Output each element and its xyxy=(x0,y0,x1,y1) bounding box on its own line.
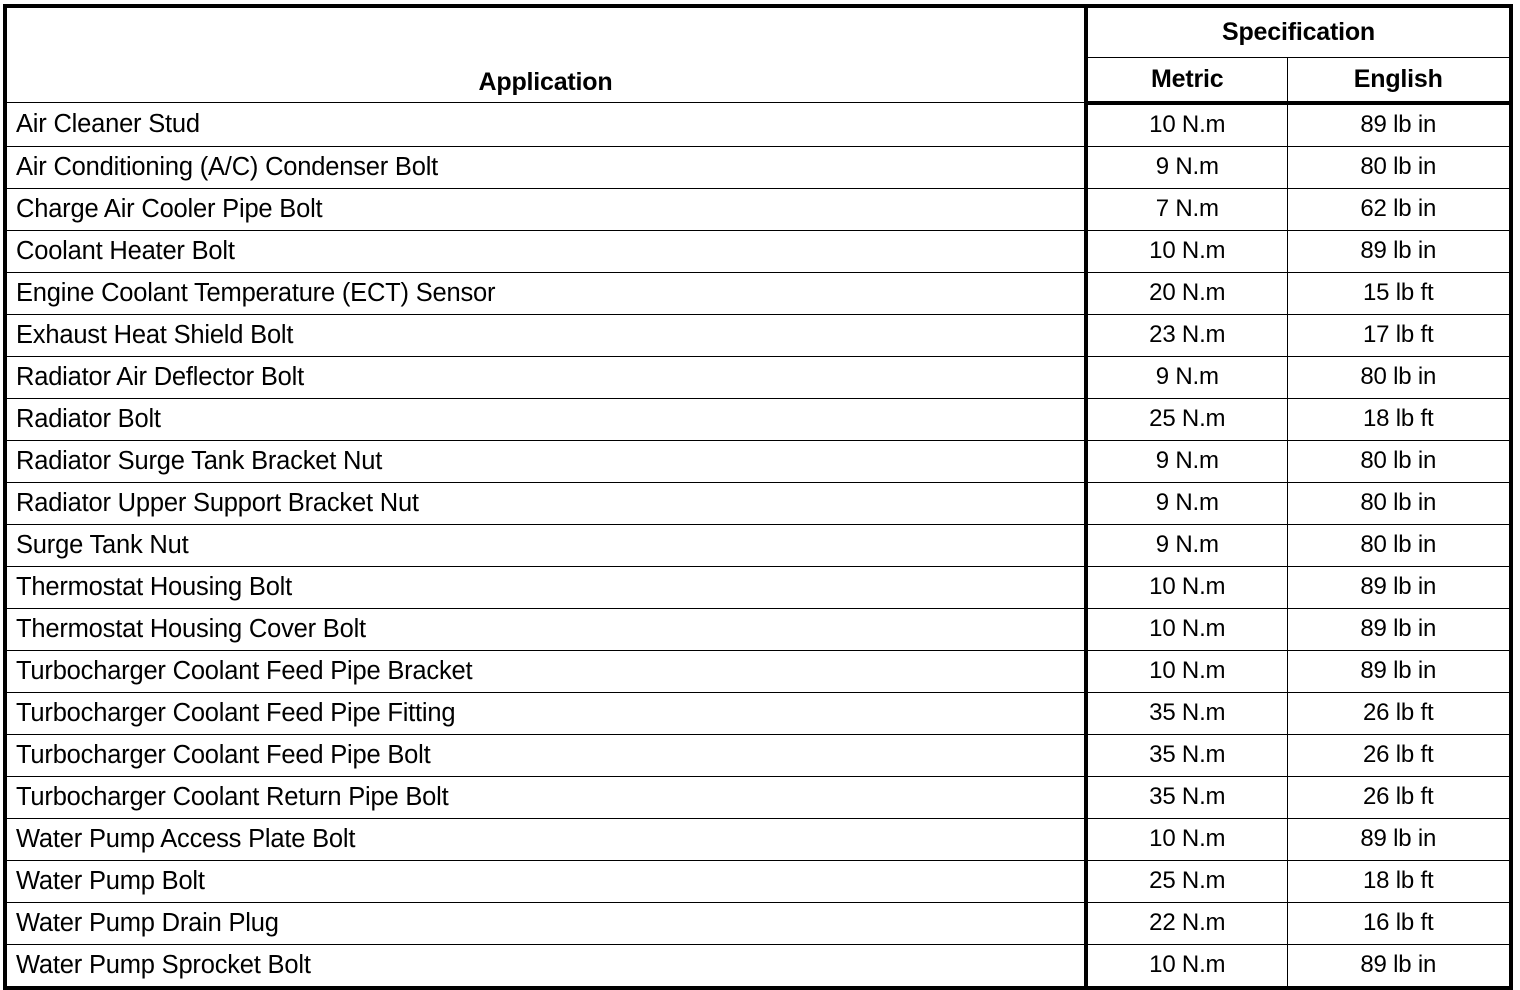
table-row: Turbocharger Coolant Feed Pipe Bracket 10… xyxy=(3,649,1513,693)
cell-metric: 10 N.m xyxy=(1085,649,1288,693)
cell-english: 18 lb ft xyxy=(1286,859,1513,903)
header-row-group: Application Specification xyxy=(3,3,1513,103)
table-row: Radiator Upper Support Bracket Nut 9 N.m 8… xyxy=(3,481,1513,525)
cell-metric: 10 N.m xyxy=(1085,102,1288,147)
cell-metric: 22 N.m xyxy=(1085,901,1288,945)
cell-english: 89 lb in xyxy=(1286,817,1513,861)
cell-application: Coolant Heater Bolt xyxy=(3,229,1088,273)
cell-english: 18 lb ft xyxy=(1286,397,1513,441)
cell-application: Thermostat Housing Bolt xyxy=(3,565,1088,609)
table-row: Radiator Surge Tank Bracket Nut 9 N.m 80 l… xyxy=(3,439,1513,483)
column-header-specification: Specification xyxy=(1085,3,1513,58)
cell-application: Engine Coolant Temperature (ECT) Sensor xyxy=(3,271,1088,315)
cell-english: 89 lb in xyxy=(1286,102,1513,147)
cell-metric: 23 N.m xyxy=(1085,313,1288,357)
cell-application: Radiator Upper Support Bracket Nut xyxy=(3,481,1088,525)
cell-application: Turbocharger Coolant Feed Pipe Fitting xyxy=(3,691,1088,735)
cell-english: 89 lb in xyxy=(1286,649,1513,693)
cell-metric: 10 N.m xyxy=(1085,943,1288,990)
cell-english: 26 lb ft xyxy=(1286,691,1513,735)
cell-metric: 10 N.m xyxy=(1085,229,1288,273)
cell-metric: 10 N.m xyxy=(1085,817,1288,861)
table-row: Turbocharger Coolant Feed Pipe Fitting 35… xyxy=(3,691,1513,735)
cell-application: Radiator Bolt xyxy=(3,397,1088,441)
cell-application: Turbocharger Coolant Feed Pipe Bolt xyxy=(3,733,1088,777)
cell-application: Water Pump Access Plate Bolt xyxy=(3,817,1088,861)
cell-metric: 9 N.m xyxy=(1085,355,1288,399)
cell-metric: 10 N.m xyxy=(1085,607,1288,651)
cell-application: Surge Tank Nut xyxy=(3,523,1088,567)
cell-metric: 25 N.m xyxy=(1085,859,1288,903)
cell-english: 17 lb ft xyxy=(1286,313,1513,357)
cell-english: 80 lb in xyxy=(1286,439,1513,483)
cell-english: 26 lb ft xyxy=(1286,733,1513,777)
cell-metric: 9 N.m xyxy=(1085,439,1288,483)
cell-english: 26 lb ft xyxy=(1286,775,1513,819)
table-row: Water Pump Bolt 25 N.m 18 lb ft xyxy=(3,859,1513,903)
cell-metric: 35 N.m xyxy=(1085,775,1288,819)
cell-application: Radiator Air Deflector Bolt xyxy=(3,355,1088,399)
fastener-tightening-specifications-table: Application Specification Metric English… xyxy=(3,3,1513,990)
cell-application: Water Pump Drain Plug xyxy=(3,901,1088,945)
table-header: Application Specification Metric English xyxy=(3,3,1513,105)
cell-metric: 35 N.m xyxy=(1085,691,1288,735)
table-row: Water Pump Drain Plug 22 N.m 16 lb ft xyxy=(3,901,1513,945)
cell-application: Water Pump Bolt xyxy=(3,859,1088,903)
cell-application: Turbocharger Coolant Feed Pipe Bracket xyxy=(3,649,1088,693)
column-header-english: English xyxy=(1286,56,1513,105)
cell-application: Air Conditioning (A/C) Condenser Bolt xyxy=(3,145,1088,189)
table-row: Radiator Bolt 25 N.m 18 lb ft xyxy=(3,397,1513,441)
cell-english: 16 lb ft xyxy=(1286,901,1513,945)
cell-metric: 9 N.m xyxy=(1085,145,1288,189)
cell-metric: 35 N.m xyxy=(1085,733,1288,777)
table-row: Exhaust Heat Shield Bolt 23 N.m 17 lb ft xyxy=(3,313,1513,357)
table-body: Air Cleaner Stud 10 N.m 89 lb in Air Condit… xyxy=(3,102,1513,990)
cell-application: Radiator Surge Tank Bracket Nut xyxy=(3,439,1088,483)
table-row: Turbocharger Coolant Return Pipe Bolt 35 … xyxy=(3,775,1513,819)
table-row: Water Pump Sprocket Bolt 10 N.m 89 lb in xyxy=(3,943,1513,990)
table-row: Radiator Air Deflector Bolt 9 N.m 80 lb in xyxy=(3,355,1513,399)
cell-english: 80 lb in xyxy=(1286,145,1513,189)
cell-english: 89 lb in xyxy=(1286,229,1513,273)
table-row: Air Conditioning (A/C) Condenser Bolt 9 N… xyxy=(3,145,1513,189)
cell-english: 80 lb in xyxy=(1286,355,1513,399)
table-row: Surge Tank Nut 9 N.m 80 lb in xyxy=(3,523,1513,567)
table-row: Turbocharger Coolant Feed Pipe Bolt 35 N.… xyxy=(3,733,1513,777)
table-row: Air Cleaner Stud 10 N.m 89 lb in xyxy=(3,102,1513,147)
cell-metric: 25 N.m xyxy=(1085,397,1288,441)
table-row: Thermostat Housing Bolt 10 N.m 89 lb in xyxy=(3,565,1513,609)
cell-english: 80 lb in xyxy=(1286,481,1513,525)
table-row: Engine Coolant Temperature (ECT) Sensor 2… xyxy=(3,271,1513,315)
cell-english: 89 lb in xyxy=(1286,565,1513,609)
column-header-application: Application xyxy=(3,4,1088,103)
cell-english: 80 lb in xyxy=(1286,523,1513,567)
cell-application: Thermostat Housing Cover Bolt xyxy=(3,607,1088,651)
table-row: Water Pump Access Plate Bolt 10 N.m 89 lb … xyxy=(3,817,1513,861)
cell-english: 89 lb in xyxy=(1286,607,1513,651)
cell-metric: 9 N.m xyxy=(1085,523,1288,567)
cell-metric: 7 N.m xyxy=(1085,187,1288,231)
cell-metric: 9 N.m xyxy=(1085,481,1288,525)
table-row: Coolant Heater Bolt 10 N.m 89 lb in xyxy=(3,229,1513,273)
table-row: Charge Air Cooler Pipe Bolt 7 N.m 62 lb in xyxy=(3,187,1513,231)
table-row: Thermostat Housing Cover Bolt 10 N.m 89 lb… xyxy=(3,607,1513,651)
cell-metric: 20 N.m xyxy=(1085,271,1288,315)
cell-application: Turbocharger Coolant Return Pipe Bolt xyxy=(3,775,1088,819)
cell-application: Air Cleaner Stud xyxy=(3,102,1088,147)
cell-english: 62 lb in xyxy=(1286,187,1513,231)
cell-metric: 10 N.m xyxy=(1085,565,1288,609)
cell-application: Water Pump Sprocket Bolt xyxy=(3,943,1088,990)
cell-application: Charge Air Cooler Pipe Bolt xyxy=(3,187,1088,231)
header-row-subheaders: Metric English xyxy=(5,56,1513,105)
column-header-metric: Metric xyxy=(1084,56,1288,105)
cell-english: 89 lb in xyxy=(1286,943,1513,990)
cell-english: 15 lb ft xyxy=(1286,271,1513,315)
cell-application: Exhaust Heat Shield Bolt xyxy=(3,313,1088,357)
